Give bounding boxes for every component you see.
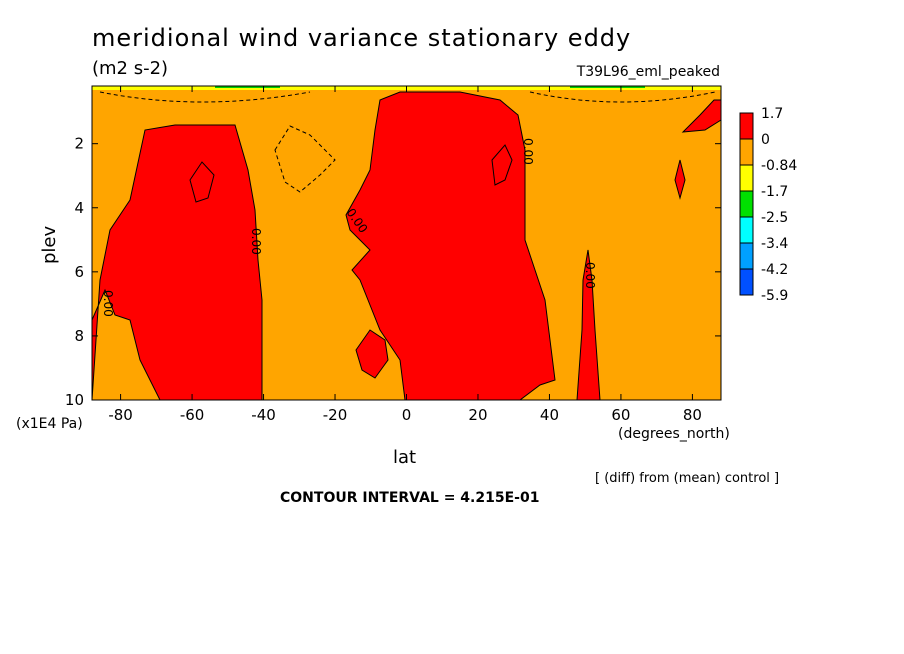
y-axis: 2 4 6 8 10 (65, 135, 721, 409)
contour-inner-1 (189, 161, 215, 203)
colorbar-swatch (739, 164, 754, 192)
x-tick-label: -80 (108, 406, 133, 424)
y-tick-label: 4 (74, 199, 84, 217)
x-tick-label: 40 (540, 406, 559, 424)
contour-label: 0.00 (583, 262, 597, 289)
experiment-label: T39L96_eml_peaked (576, 64, 720, 80)
chart-title: meridional wind variance stationary eddy (92, 24, 631, 52)
colorbar-swatch (739, 268, 754, 296)
contour-inner-2 (491, 144, 513, 186)
contour-interval: CONTOUR INTERVAL = 4.215E-01 (280, 490, 539, 506)
colorbar-label: -3.4 (761, 236, 788, 252)
colorbar-label: 0 (761, 132, 770, 148)
y-axis-unit: (x1E4 Pa) (16, 416, 83, 432)
region-narrow-north (576, 249, 601, 401)
colorbar-swatch (739, 216, 754, 244)
colorbar-label: -0.84 (761, 158, 797, 174)
top-edge-green-2 (570, 86, 645, 88)
x-axis: -80 -60 -40 -20 0 20 40 60 80 (108, 86, 702, 424)
positive-regions (91, 91, 722, 401)
top-edge-green (215, 86, 280, 88)
contour-negative-dashed (274, 125, 336, 193)
colorbar-swatch (739, 138, 754, 166)
colorbar-swatch (739, 190, 754, 218)
diff-note: [ (diff) from (mean) control ] (595, 471, 779, 486)
colorbar-label: -1.7 (761, 184, 788, 200)
colorbar-swatch (739, 242, 754, 270)
top-edge-dash-left (99, 91, 311, 103)
region-small-north (674, 159, 686, 200)
contour-label: 0.00 (521, 138, 535, 165)
x-tick-label: 80 (683, 406, 702, 424)
y-tick-label: 8 (74, 327, 84, 345)
colorbar-label: -4.2 (761, 262, 788, 278)
x-axis-label: lat (393, 447, 416, 468)
region-equatorial-band (345, 91, 556, 401)
y-tick-label: 6 (74, 263, 84, 281)
x-tick-label: -60 (180, 406, 205, 424)
x-tick-label: -40 (251, 406, 276, 424)
x-tick-label: 60 (611, 406, 630, 424)
top-edge-dash-right (529, 91, 716, 103)
x-tick-label: 20 (468, 406, 487, 424)
contour-label: 0.00 (249, 228, 263, 255)
plot-area: 0.00 0.00 0.00 0.00 0.00 (91, 85, 722, 401)
chart-units: (m2 s-2) (92, 58, 168, 79)
inner-contours (189, 125, 513, 203)
colorbar-label: 1.7 (761, 106, 783, 122)
colorbar-label: -2.5 (761, 210, 788, 226)
x-tick-label: 0 (402, 406, 412, 424)
y-axis-label: plev (39, 225, 60, 264)
region-southern-band (91, 124, 263, 401)
x-axis-unit: (degrees_north) (618, 426, 730, 442)
y-tick-label: 2 (74, 135, 84, 153)
colorbar-swatch (739, 112, 754, 140)
x-tick-label: -20 (323, 406, 348, 424)
y-tick-label: 10 (65, 391, 84, 409)
colorbar-label: -5.9 (761, 288, 788, 304)
region-small-south (355, 329, 389, 379)
contour-label: 0.00 (101, 290, 115, 317)
colorbar: 1.7 0 -0.84 -1.7 -2.5 -3.4 -4.2 -5.9 (739, 106, 797, 304)
